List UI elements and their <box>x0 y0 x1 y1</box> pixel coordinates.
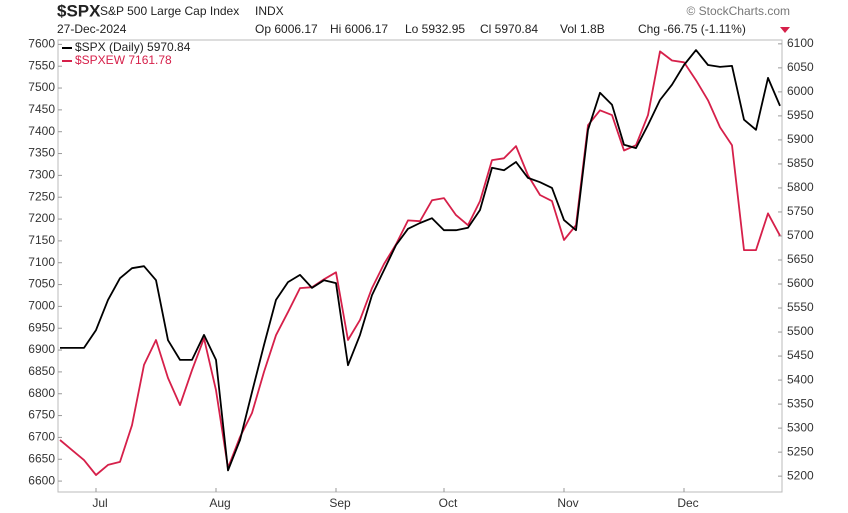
y2-tick-label: 5250 <box>787 444 814 458</box>
x-tick-label: Oct <box>439 496 458 510</box>
plot-frame <box>57 39 783 493</box>
y-tick-label: 6700 <box>28 430 55 444</box>
exchange: INDX <box>255 4 284 18</box>
y2-tick-label: 5450 <box>787 348 814 362</box>
y-tick-label: 7500 <box>28 80 55 94</box>
y-tick-label: 7350 <box>28 146 55 160</box>
y-tick-label: 7200 <box>28 211 55 225</box>
y-tick-label: 7600 <box>28 37 55 51</box>
quote-item: Lo 5932.95 <box>405 22 465 36</box>
y2-tick-label: 5600 <box>787 276 814 290</box>
chart-title: $SPX <box>57 1 101 20</box>
y2-tick-label: 5650 <box>787 252 814 266</box>
legend-label: $SPXEW 7161.78 <box>75 53 172 67</box>
chart-subtitle: S&P 500 Large Cap Index <box>100 4 239 18</box>
y2-tick-label: 5550 <box>787 300 814 314</box>
y-tick-label: 6900 <box>28 342 55 356</box>
y2-tick-label: 5200 <box>787 468 814 482</box>
quote-item: Vol 1.8B <box>560 22 605 36</box>
y-tick-label: 7000 <box>28 299 55 313</box>
x-tick-label: Dec <box>677 496 698 510</box>
y2-tick-label: 5700 <box>787 228 814 242</box>
date: 27-Dec-2024 <box>57 22 127 36</box>
y-tick-label: 7150 <box>28 233 55 247</box>
quote-item: Hi 6006.17 <box>330 22 388 36</box>
y2-tick-label: 5750 <box>787 204 814 218</box>
y2-tick-label: 6100 <box>787 36 814 50</box>
y-tick-label: 6850 <box>28 364 55 378</box>
series-line <box>59 50 781 476</box>
y2-tick-label: 5800 <box>787 180 814 194</box>
x-tick-label: Sep <box>329 496 351 510</box>
y-tick-label: 7050 <box>28 277 55 291</box>
y2-tick-label: 5500 <box>787 324 814 338</box>
y2-tick-label: 5300 <box>787 420 814 434</box>
y-tick-label: 6650 <box>28 451 55 465</box>
y-tick-label: 7450 <box>28 102 55 116</box>
y-tick-label: 7300 <box>28 168 55 182</box>
legend-label: $SPX (Daily) 5970.84 <box>75 40 191 54</box>
y2-tick-label: 5350 <box>787 396 814 410</box>
y-tick-label: 7400 <box>28 124 55 138</box>
y-tick-label: 6950 <box>28 320 55 334</box>
y-tick-label: 7250 <box>28 189 55 203</box>
quote-item: Op 6006.17 <box>255 22 318 36</box>
quote-item: Cl 5970.84 <box>480 22 538 36</box>
y-tick-label: 7100 <box>28 255 55 269</box>
y-tick-label: 6750 <box>28 408 55 422</box>
y2-tick-label: 5900 <box>787 132 814 146</box>
change-marker <box>780 27 790 33</box>
y2-tick-label: 5950 <box>787 108 814 122</box>
y2-tick-label: 6050 <box>787 60 814 74</box>
y2-tick-label: 5850 <box>787 156 814 170</box>
y-tick-label: 7550 <box>28 58 55 72</box>
y-tick-label: 6800 <box>28 386 55 400</box>
y2-tick-label: 6000 <box>787 84 814 98</box>
quote-item: Chg -66.75 (-1.11%) <box>638 22 746 36</box>
x-tick-label: Aug <box>209 496 230 510</box>
x-tick-label: Nov <box>557 496 578 510</box>
series-line <box>60 49 781 472</box>
source: © StockCharts.com <box>686 4 790 18</box>
y2-tick-label: 5400 <box>787 372 814 386</box>
y-tick-label: 6600 <box>28 473 55 487</box>
x-tick-label: Jul <box>92 496 107 510</box>
